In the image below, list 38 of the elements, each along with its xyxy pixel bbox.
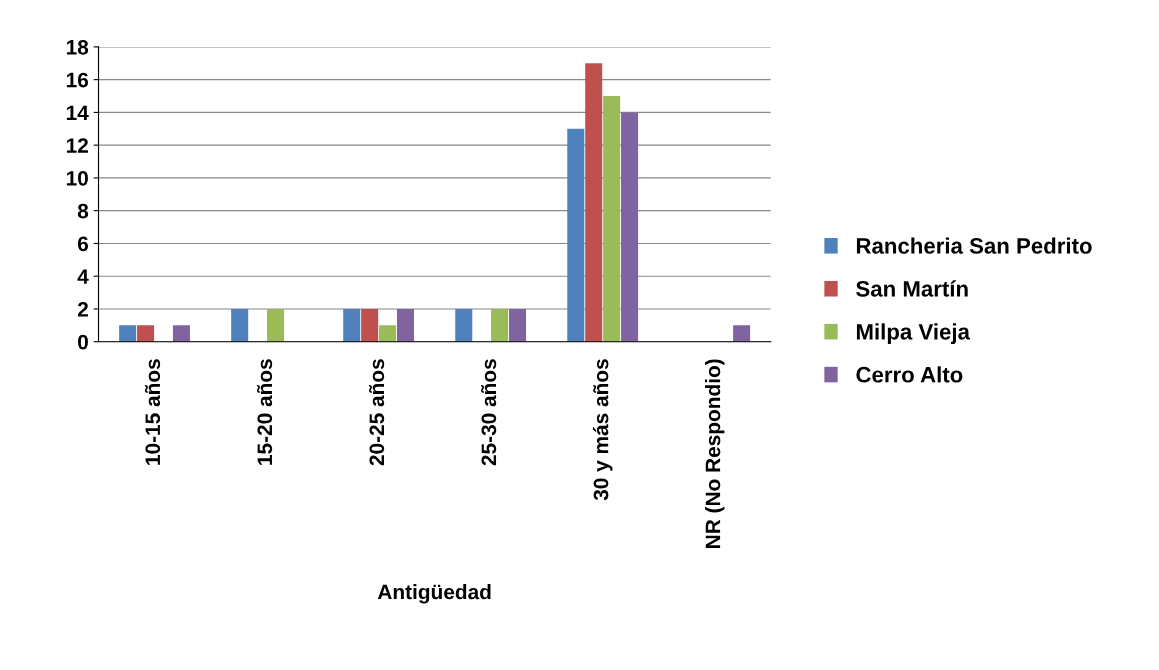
y-tick-label: 2 bbox=[77, 301, 88, 317]
bar bbox=[172, 325, 190, 342]
bar bbox=[231, 308, 249, 342]
y-tick-label: 6 bbox=[77, 236, 89, 252]
x-axis-title: Antigüedad bbox=[377, 584, 491, 604]
y-tick-label: 14 bbox=[66, 105, 89, 120]
y-tick-label: 4 bbox=[77, 269, 89, 284]
bar bbox=[137, 325, 155, 342]
bar bbox=[603, 96, 621, 342]
y-tick-label: 12 bbox=[66, 138, 88, 153]
x-tick-label: 20-25 años bbox=[368, 359, 385, 466]
bar bbox=[343, 308, 361, 342]
bar bbox=[585, 63, 603, 342]
bar bbox=[396, 308, 415, 342]
bar bbox=[509, 308, 527, 342]
legend-label: San Martín bbox=[856, 280, 968, 297]
legend-label: Cerro Alto bbox=[856, 366, 963, 383]
x-tick-label: NR (No Respondio) bbox=[705, 359, 725, 548]
bar bbox=[455, 308, 473, 342]
x-tick-label: 25-30 años bbox=[481, 359, 497, 466]
bar bbox=[119, 325, 137, 342]
bar bbox=[267, 308, 285, 342]
legend-label: Rancheria San Pedrito bbox=[856, 237, 1092, 254]
y-tick-label: 16 bbox=[66, 72, 89, 88]
legend-label: Milpa Vieja bbox=[856, 323, 971, 345]
bar bbox=[733, 325, 751, 342]
bar bbox=[379, 325, 397, 342]
bar bbox=[567, 128, 585, 342]
x-tick-label: 15-20 años bbox=[256, 359, 273, 465]
y-tick-label: 0 bbox=[78, 334, 88, 350]
y-tick-label: 8 bbox=[77, 203, 89, 219]
bar bbox=[491, 308, 509, 342]
x-tick-label: 30 y más años bbox=[592, 359, 613, 501]
bar bbox=[621, 112, 639, 342]
bar bbox=[361, 308, 379, 342]
y-tick-label: 18 bbox=[66, 39, 89, 55]
y-tick-label: 10 bbox=[66, 170, 88, 186]
x-tick-label: 10-15 años bbox=[144, 359, 161, 465]
